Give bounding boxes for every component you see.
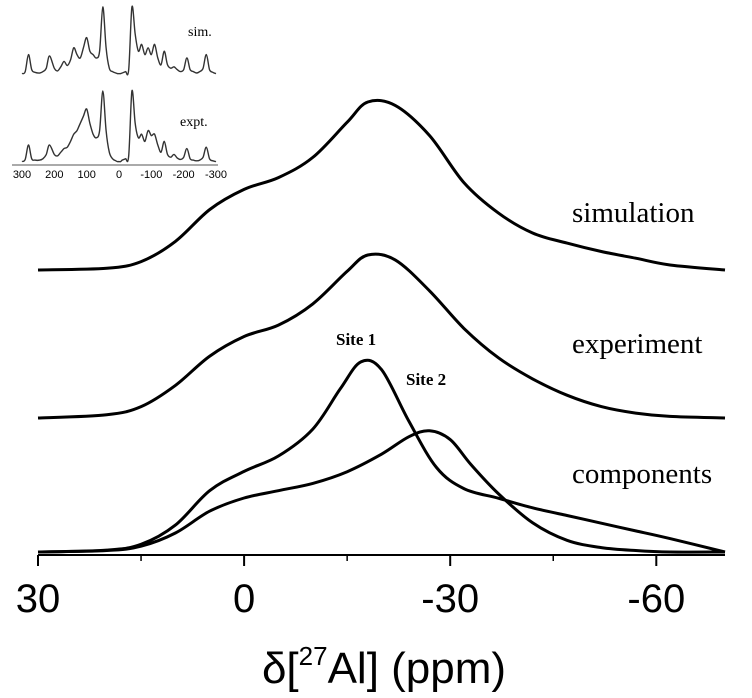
x-tick-label: 0 <box>233 577 255 621</box>
inset-tick-label: 200 <box>45 169 63 181</box>
inset-trace-sim <box>21 5 217 76</box>
inset-axis-ticks: 300 200 100 0 -100 -200 -300 <box>13 169 227 181</box>
inset-label-sim: sim. <box>188 25 212 40</box>
x-axis-ticks: 30 0 -30 -60 <box>16 555 685 621</box>
inset-tick-label: 300 <box>13 169 31 181</box>
trace-site-2 <box>37 429 726 554</box>
x-axis-title-suffix: Al] (ppm) <box>328 644 506 693</box>
inset-trace-expt <box>21 89 217 163</box>
label-simulation: simulation <box>572 197 695 229</box>
inset-label-expt: expt. <box>180 115 208 130</box>
x-axis-title: δ[27Al] (ppm) <box>262 641 506 693</box>
x-axis-title-superscript: 27 <box>299 641 328 671</box>
main-traces <box>37 98 726 554</box>
inset-tick-label: 100 <box>77 169 95 181</box>
x-axis-title-prefix: δ[ <box>262 644 299 693</box>
trace-experiment <box>37 252 726 420</box>
inset-tick-label: -200 <box>173 169 195 181</box>
label-experiment: experiment <box>572 328 702 360</box>
label-site-1: Site 1 <box>336 330 376 349</box>
x-tick-label: -30 <box>421 577 479 621</box>
inset-curves <box>21 5 217 163</box>
trace-site-1 <box>37 358 726 554</box>
label-components: components <box>572 458 712 490</box>
trace-simulation <box>37 98 726 272</box>
label-site-2: Site 2 <box>406 370 446 389</box>
x-tick-label: 30 <box>16 577 61 621</box>
inset-tick-label: 0 <box>116 169 122 181</box>
inset-tick-label: -300 <box>205 169 227 181</box>
inset-spectra: 300 200 100 0 -100 -200 -300 sim. expt. <box>12 5 227 181</box>
inset-tick-label: -100 <box>140 169 162 181</box>
x-tick-label: -60 <box>627 577 685 621</box>
